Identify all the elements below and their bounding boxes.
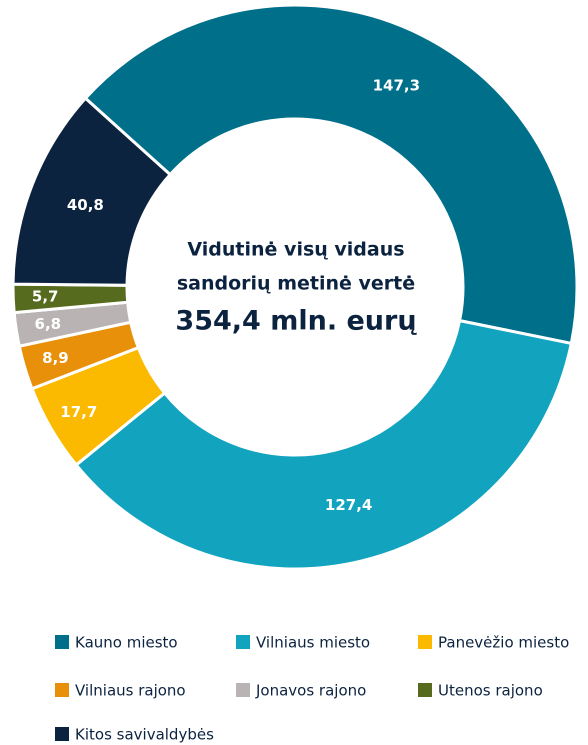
donut-segment bbox=[74, 318, 574, 571]
legend-label: Kauno miesto bbox=[75, 634, 178, 652]
value-label: 5,7 bbox=[32, 288, 59, 306]
legend-swatch bbox=[236, 683, 250, 697]
value-label: 17,7 bbox=[60, 403, 97, 421]
legend-label: Vilniaus miesto bbox=[256, 634, 370, 652]
legend-label: Utenos rajono bbox=[438, 682, 543, 700]
value-label: 127,4 bbox=[325, 496, 372, 514]
chart-title: sandorių metinė vertė bbox=[177, 273, 415, 295]
donut-segment bbox=[11, 96, 173, 287]
value-label: 8,9 bbox=[42, 349, 69, 367]
donut-segment bbox=[83, 3, 579, 346]
value-label: 40,8 bbox=[67, 196, 104, 214]
chart-title: Vidutinė visų vidaus bbox=[187, 239, 404, 261]
legend-swatch bbox=[236, 635, 250, 649]
legend-label: Vilniaus rajono bbox=[75, 682, 186, 700]
value-label: 147,3 bbox=[373, 77, 420, 95]
legend-swatch bbox=[55, 635, 69, 649]
center-label: 354,4 mln. eurų bbox=[175, 306, 417, 337]
legend-label: Kitos savivaldybės bbox=[75, 726, 214, 744]
legend-swatch bbox=[55, 727, 69, 741]
legend-swatch bbox=[418, 683, 432, 697]
legend-label: Panevėžio miesto bbox=[438, 634, 569, 652]
value-label: 6,8 bbox=[35, 315, 62, 333]
legend-swatch bbox=[55, 683, 69, 697]
legend-swatch bbox=[418, 635, 432, 649]
legend-label: Jonavos rajono bbox=[255, 682, 366, 700]
